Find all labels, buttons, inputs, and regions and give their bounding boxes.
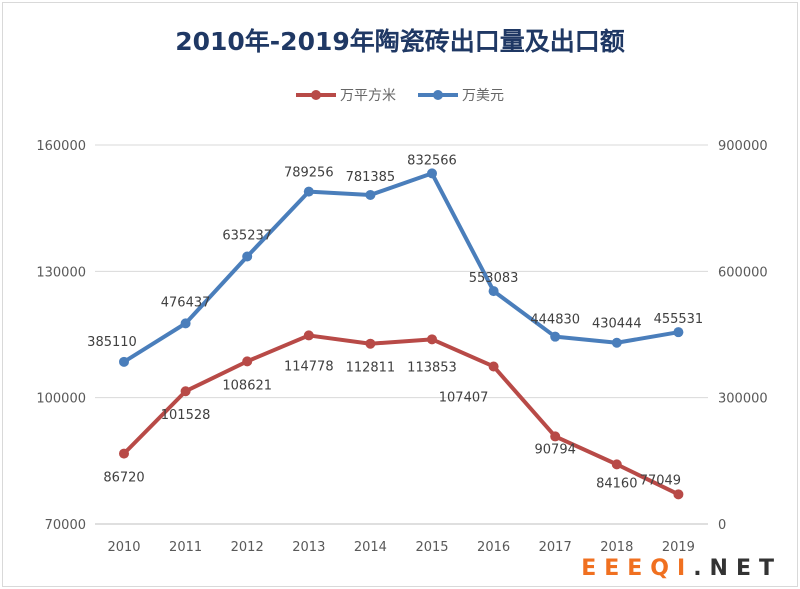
left-tick-label: 70000 (45, 518, 86, 533)
data-point (673, 327, 684, 338)
data-label: 781385 (346, 170, 396, 185)
data-point (488, 286, 499, 297)
data-label: 476437 (161, 295, 211, 310)
x-tick-label: 2015 (415, 540, 448, 555)
legend-blue-line-icon (418, 90, 458, 100)
chart-title: 2010年-2019年陶瓷砖出口量及出口额 (175, 27, 625, 56)
data-point (427, 168, 437, 179)
data-point (611, 459, 622, 470)
x-tick-label: 2018 (600, 540, 633, 555)
left-tick-label: 130000 (36, 265, 86, 280)
data-point (550, 431, 561, 442)
data-label: 635237 (222, 228, 272, 243)
data-point (550, 331, 561, 342)
data-point (488, 361, 499, 372)
data-point (242, 356, 253, 367)
data-point (365, 338, 376, 349)
data-point (242, 251, 253, 262)
data-point (303, 330, 314, 341)
data-label: 114778 (284, 359, 334, 374)
data-label: 77049 (640, 473, 681, 488)
data-label: 832566 (407, 153, 457, 168)
x-tick-label: 2012 (231, 540, 264, 555)
left-tick-label: 160000 (36, 139, 86, 154)
data-label: 84160 (596, 476, 637, 491)
data-point (365, 189, 376, 200)
data-label: 90794 (535, 442, 576, 457)
data-label: 553083 (469, 271, 519, 286)
right-tick-label: 600000 (718, 265, 768, 280)
data-label: 430444 (592, 317, 642, 332)
series-line-1 (122, 171, 679, 364)
data-label: 113853 (407, 360, 457, 375)
data-point (119, 356, 129, 367)
x-tick-label: 2016 (477, 540, 510, 555)
watermark-logo: EEEQI.NET (581, 556, 782, 581)
legend: 万平方米 万美元 (0, 85, 800, 105)
right-tick-label: 300000 (718, 392, 768, 407)
x-tick-label: 2011 (169, 540, 202, 555)
data-label: 444830 (530, 313, 580, 328)
right-tick-label: 0 (718, 518, 726, 533)
data-label: 107407 (439, 390, 489, 405)
data-point (611, 337, 622, 348)
x-tick-label: 2014 (354, 540, 387, 555)
data-label: 112811 (346, 361, 396, 376)
x-tick-label: 2013 (292, 540, 325, 555)
x-tick-label: 2010 (107, 540, 140, 555)
data-point (180, 318, 191, 329)
x-tick-label: 2017 (539, 540, 572, 555)
data-label: 789256 (284, 166, 334, 181)
legend-item-value[interactable]: 万美元 (418, 85, 504, 105)
legend-item-area[interactable]: 万平方米 (296, 85, 396, 105)
legend-label-area: 万平方米 (340, 88, 396, 104)
left-tick-label: 100000 (36, 392, 86, 407)
data-point (673, 489, 684, 500)
data-label: 455531 (654, 312, 704, 327)
data-point (119, 448, 129, 459)
data-label: 101528 (161, 408, 211, 423)
data-point (427, 334, 437, 345)
data-label: 86720 (103, 471, 144, 486)
legend-label-value: 万美元 (462, 88, 504, 104)
series-line-0 (122, 333, 680, 497)
data-label: 108621 (222, 378, 272, 393)
data-point (180, 386, 191, 397)
x-tick-label: 2019 (662, 540, 695, 555)
right-tick-label: 900000 (718, 139, 768, 154)
data-label: 385110 (87, 335, 137, 350)
data-point (303, 186, 314, 197)
legend-red-line-icon (296, 90, 336, 100)
